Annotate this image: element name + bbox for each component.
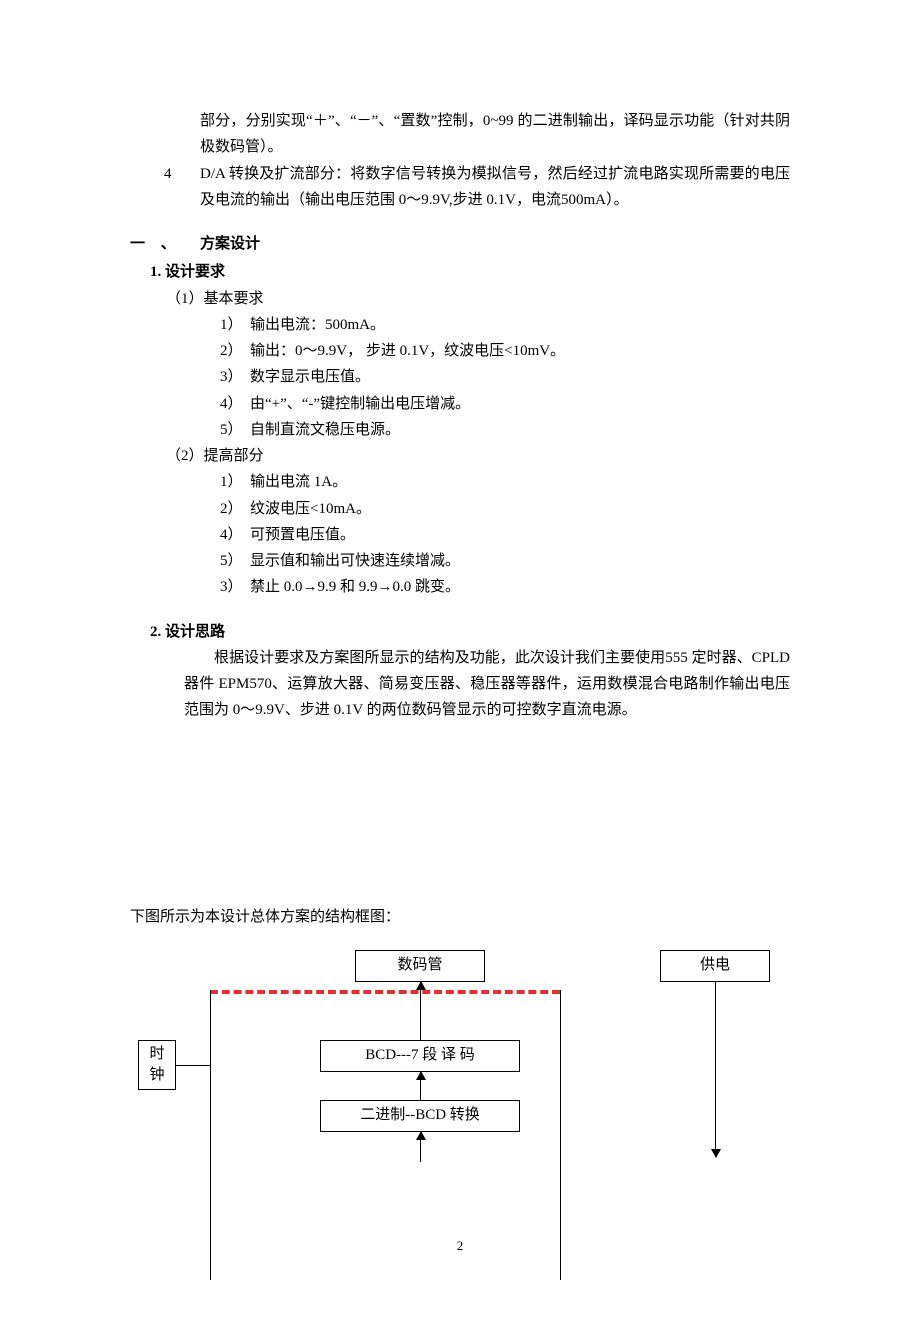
item-text: 纹波电压<10mA。: [250, 501, 371, 517]
item-text: 自制直流文稳压电源。: [250, 422, 400, 438]
list-item-4: 4D/A 转换及扩流部分：将数字信号转换为模拟信号，然后经过扩流电路实现所需要的…: [200, 161, 790, 214]
item-number: 5）: [220, 548, 250, 574]
arrow-bcd-to-decoder: [420, 1072, 421, 1100]
clock-connector: [176, 1065, 210, 1066]
item-text: 禁止 0.0→9.9 和 9.9→0.0 跳变。: [250, 579, 460, 595]
bin2bcd-box: 二进制--BCD 转换: [320, 1100, 520, 1132]
document-page: 部分，分别实现“＋”、“－”、“置数”控制，0~99 的二进制输出，译码显示功能…: [0, 0, 920, 1320]
power-down-arrow: [715, 982, 716, 1157]
item-number: 1）: [220, 312, 250, 338]
item-number: 1）: [220, 469, 250, 495]
item-text: 输出电流：500mA。: [250, 317, 385, 333]
basic-req-item: 3）数字显示电压值。: [220, 364, 790, 390]
item-number: 4）: [220, 391, 250, 417]
basic-req-item: 4）由“+”、“-”键控制输出电压增减。: [220, 391, 790, 417]
clock-box: 时 钟: [138, 1040, 176, 1090]
basic-req-item: 5）自制直流文稳压电源。: [220, 417, 790, 443]
adv-req-item: 5）显示值和输出可快速连续增减。: [220, 548, 790, 574]
item-text: 数字显示电压值。: [250, 369, 370, 385]
item-number: 2）: [220, 338, 250, 364]
continuation-paragraph: 部分，分别实现“＋”、“－”、“置数”控制，0~99 的二进制输出，译码显示功能…: [200, 108, 790, 161]
item-number: 4）: [220, 522, 250, 548]
item-text: 输出电流 1A。: [250, 474, 347, 490]
item-text: 可预置电压值。: [250, 527, 355, 543]
continuation-text: 部分，分别实现“＋”、“－”、“置数”控制，0~99 的二进制输出，译码显示功能…: [200, 113, 790, 155]
item-text: 输出：0～9.9V， 步进 0.1V，纹波电压<10mV。: [250, 343, 565, 359]
item-number: 4: [164, 161, 182, 187]
figure-intro-text: 下图所示为本设计总体方案的结构框图：: [130, 904, 790, 930]
cpld-boundary-dash: [210, 990, 560, 994]
page-number: 2: [0, 1235, 920, 1258]
adv-req-item: 1）输出电流 1A。: [220, 469, 790, 495]
display-box: 数码管: [355, 950, 485, 982]
item-number: 2）: [220, 496, 250, 522]
heading-title: 方案设计: [200, 236, 260, 252]
advanced-requirements-label: （2）提高部分: [166, 443, 790, 469]
adv-req-item: 4）可预置电压值。: [220, 522, 790, 548]
arrow-below-to-bcd: [420, 1132, 421, 1162]
subsection-heading-requirements: 1. 设计要求: [150, 259, 790, 285]
item-text: 显示值和输出可快速连续增减。: [250, 553, 460, 569]
paragraph-text: 根据设计要求及方案图所显示的结构及功能，此次设计我们主要使用555 定时器、CP…: [184, 650, 790, 719]
block-diagram: 数码管 供电 时 钟 BCD---7 段 译 码 二进制--BCD 转换: [130, 950, 790, 1280]
section-heading-1: 一 、方案设计: [130, 231, 790, 257]
basic-requirements-label: （1）基本要求: [166, 286, 790, 312]
heading-number: 一 、: [130, 231, 200, 257]
item-number: 3）: [220, 364, 250, 390]
adv-req-item: 2）纹波电压<10mA。: [220, 496, 790, 522]
power-box: 供电: [660, 950, 770, 982]
basic-req-item: 1）输出电流：500mA。: [220, 312, 790, 338]
item-text: 由“+”、“-”键控制输出电压增减。: [250, 396, 470, 412]
design-thinking-paragraph: 根据设计要求及方案图所显示的结构及功能，此次设计我们主要使用555 定时器、CP…: [184, 645, 790, 724]
basic-req-item: 2）输出：0～9.9V， 步进 0.1V，纹波电压<10mV。: [220, 338, 790, 364]
item-number: 3）: [220, 574, 250, 600]
arrow-decoder-to-display: [420, 982, 421, 1040]
item-text: D/A 转换及扩流部分：将数字信号转换为模拟信号，然后经过扩流电路实现所需要的电…: [200, 166, 790, 208]
adv-req-item: 3）禁止 0.0→9.9 和 9.9→0.0 跳变。: [220, 574, 790, 600]
decoder-box: BCD---7 段 译 码: [320, 1040, 520, 1072]
item-number: 5）: [220, 417, 250, 443]
subsection-heading-thinking: 2. 设计思路: [150, 619, 790, 645]
